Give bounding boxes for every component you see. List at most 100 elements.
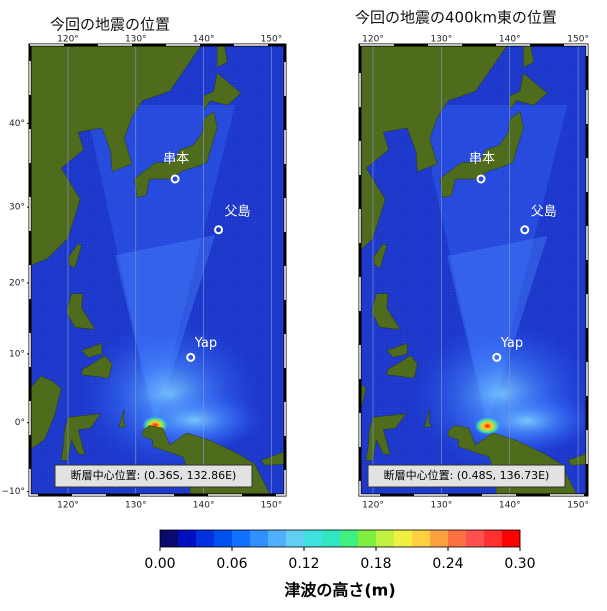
land [30,375,62,450]
land [371,293,401,330]
colorbar-swatch [502,530,521,547]
frame [358,43,589,497]
colorbar-swatch [394,530,413,547]
lat-tick-label: −10° [2,487,26,497]
station-label: 父島 [225,204,251,219]
map-body [360,45,587,495]
lon-tick-label: 150° [261,35,283,45]
land [60,413,102,461]
land [523,45,534,68]
lon-tick-label: 130° [431,501,453,511]
colorbar-tick-label: 0.18 [360,556,391,572]
colorbar-swatch [466,530,485,547]
land [203,72,242,111]
lon-tick-label: 120° [362,501,384,511]
panel-title: 今回の地震の位置 [50,16,170,34]
lon-tick-label: 120° [57,35,79,45]
land [216,45,228,68]
lon-tick-label: 130° [125,501,147,511]
frame-inner [29,44,286,496]
land [260,451,285,466]
colorbar-swatch [376,530,395,547]
station-marker [520,225,530,235]
fault-location: 断層中心位置: (0.48S, 136.73E) [384,468,550,482]
panel-title: 今回の地震の400km東の位置 [355,9,557,27]
lat-tick-label: 10° [9,349,25,359]
land [81,343,103,358]
fault-location: 断層中心位置: (0.36S, 132.86E) [71,468,237,482]
colorbar-tick-label: 0.00 [144,556,175,572]
station-label: Yap [194,336,217,351]
lon-tick-label: 140° [193,501,215,511]
lon-tick-label: 140° [499,501,521,511]
colorbar-tick-label: 0.12 [288,556,319,572]
colorbar-frame [159,529,521,548]
station-label: 父島 [531,204,557,219]
lon-tick-label: 130° [125,35,147,45]
wave-fan [85,105,236,426]
lon-tick-label: 150° [567,35,589,45]
station-marker [170,174,180,184]
station-marker [214,225,224,235]
lat-tick-label: 20° [9,278,25,288]
colorbar-swatch [412,530,431,547]
lon-tick-label: 150° [261,501,283,511]
station-marker [492,352,502,362]
land [30,45,202,266]
colorbar-tick-label: 0.24 [432,556,463,572]
land [365,413,407,461]
colorbar-tick-label: 0.06 [216,556,247,572]
land [118,408,127,428]
station-label: 串本 [469,151,495,166]
lon-tick-label: 130° [431,35,453,45]
station-marker [476,174,486,184]
lon-tick-label: 120° [362,35,384,45]
lon-tick-label: 120° [57,501,79,511]
colorbar-swatch [484,530,503,547]
land [567,453,587,466]
map-panel: 120° 120° 130° 130° 140° 140° 150° 150° 40° 30° 20… [2,16,287,511]
fault-box [54,464,253,488]
colorbar-swatch [214,530,233,547]
colorbar-swatch [304,530,323,547]
colorbar-swatch [250,530,269,547]
lat-tick-label: 30° [9,203,25,213]
colorbar-swatch [232,530,251,547]
map-body [30,45,285,495]
colorbar-swatch [358,530,377,547]
colorbar-swatch [286,530,305,547]
colorbar-tick-label: 0.30 [504,556,535,572]
colorbar-swatch [160,530,179,547]
colorbar-swatch [178,530,197,547]
land [68,243,82,269]
station-marker [186,352,196,362]
colorbar-swatch [196,530,215,547]
station-label: 串本 [163,151,189,166]
colorbar-swatch [430,530,449,547]
station-label: Yap [500,336,523,351]
lon-tick-label: 140° [193,35,215,45]
colorbar-swatch [322,530,341,547]
land [373,243,387,269]
land [386,343,408,358]
lat-tick-label: 40° [9,119,25,129]
lon-tick-label: 140° [499,35,521,45]
land [360,45,508,252]
wave-fan [417,105,568,426]
land [509,72,548,111]
colorbar-swatch [448,530,467,547]
land [386,354,418,379]
colorbar-swatch [268,530,287,547]
fault-box [367,464,566,488]
land [66,293,96,330]
lat-tick-label: 0° [15,418,25,428]
lon-tick-label: 150° [567,501,589,511]
colorbar-swatch [340,530,359,547]
land [423,408,433,428]
land [360,382,367,415]
land [81,354,113,379]
colorbar-label: 津波の高さ(m) [284,581,395,600]
source-hotspot [474,416,501,435]
